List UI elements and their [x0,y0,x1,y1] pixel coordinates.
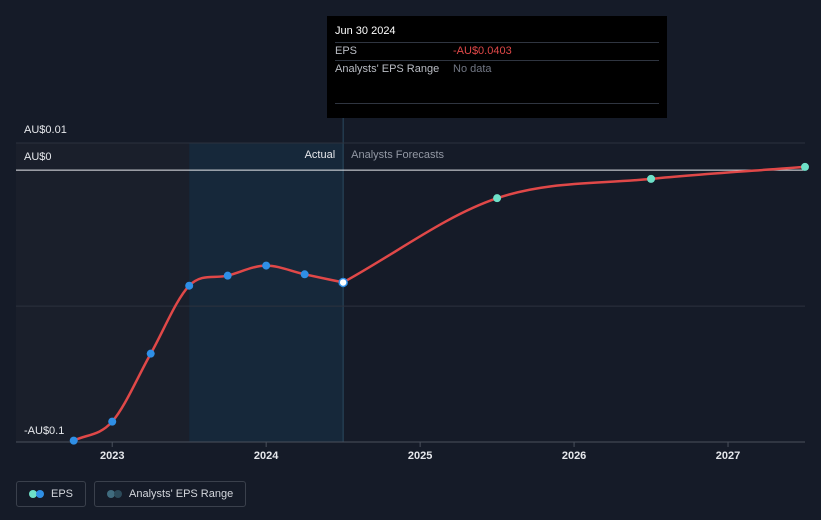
x-tick-label-2025: 2025 [408,450,432,462]
eps-actual-line [72,264,345,442]
eps-actual-point [146,349,155,358]
eps-forecast-point [801,162,809,171]
legend-eps[interactable]: EPS [16,481,87,507]
forecast-section-label: Analysts Forecasts [351,149,444,161]
y-tick-label-1: AU$0 [24,151,52,163]
actual-highlight-band [189,143,344,442]
tooltip-eps-value: -AU$0.0403 [453,45,512,57]
eps-selected-point [338,277,348,288]
actual-section-label: Actual [305,149,336,161]
eps-legend-icon [29,490,45,498]
tooltip-date: Jun 30 2024 [335,25,396,37]
y-tick-label-0: AU$0.01 [24,124,67,136]
legend-range-label: Analysts' EPS Range [129,488,234,500]
eps-actual-point [185,281,194,290]
tooltip-range-label: Analysts' EPS Range [335,63,440,75]
eps-actual-point [300,270,309,279]
x-tick-label-2026: 2026 [562,450,586,462]
eps-actual-point [262,261,271,270]
tooltip-eps-label: EPS [335,45,358,57]
x-tick-label-2024: 2024 [254,450,279,462]
eps-actual-point [108,417,117,426]
chart-legend: EPS Analysts' EPS Range [16,481,247,507]
eps-forecast-point [493,194,502,203]
x-tick-label-2027: 2027 [716,450,740,462]
x-tick-label-2023: 2023 [100,450,124,462]
past-region-band [16,143,190,442]
legend-analysts-range[interactable]: Analysts' EPS Range [94,481,247,507]
eps-actual-point [69,436,78,445]
y-tick-label-2: -AU$0.1 [24,425,64,437]
legend-eps-label: EPS [51,488,74,500]
eps-actual-point [223,271,232,280]
tooltip-range-value: No data [453,63,492,75]
tooltip-eps-row: EPS -AU$0.0403 [335,42,659,60]
eps-forecast-point [647,174,656,183]
tooltip-range-row: Analysts' EPS Range No data [335,60,659,104]
eps-tooltip: Jun 30 2024 EPS -AU$0.0403 Analysts' EPS… [327,16,667,118]
range-legend-icon [107,490,123,498]
eps-forecast-line [341,165,807,284]
